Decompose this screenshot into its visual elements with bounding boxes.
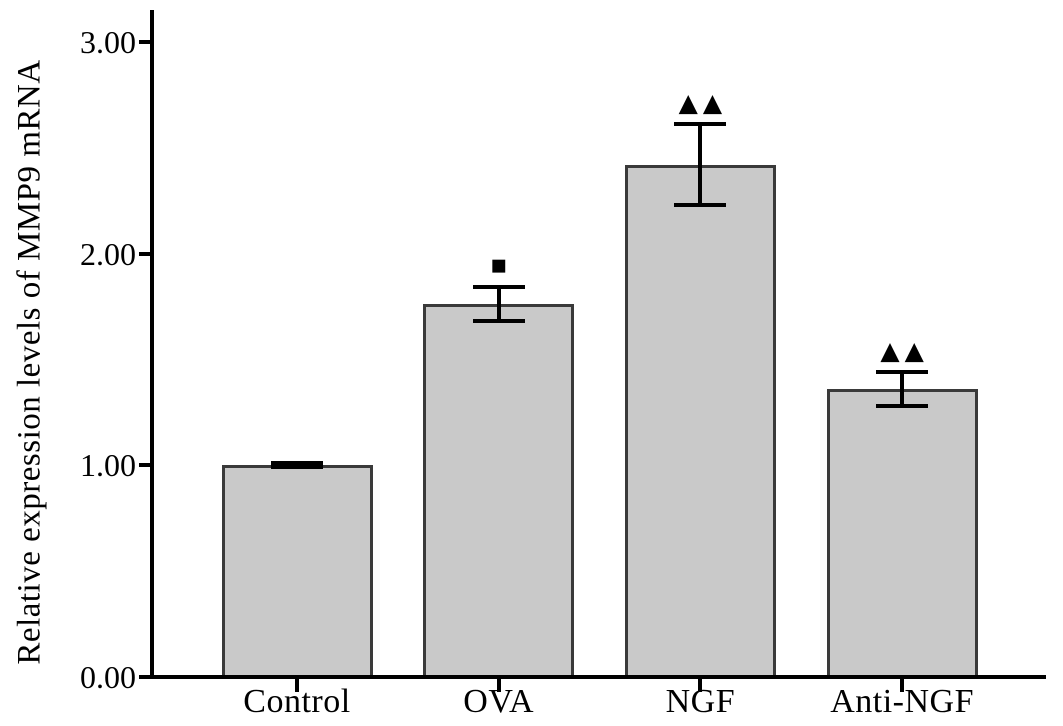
- error-bar-cap-top: [271, 461, 323, 466]
- significance-mark: ▪: [489, 250, 508, 281]
- error-bar-line: [698, 124, 703, 205]
- y-axis-tick: [139, 463, 152, 468]
- y-axis-tick: [139, 675, 152, 679]
- error-bar-cap-bottom: [472, 319, 525, 324]
- bar-ova: [423, 304, 575, 679]
- x-axis-tick: [496, 679, 501, 692]
- x-axis-tick: [698, 679, 703, 692]
- error-bar-line: [496, 287, 501, 322]
- error-bar-cap-bottom: [876, 404, 929, 409]
- x-axis-tick: [295, 679, 299, 692]
- error-bar-cap-bottom: [271, 465, 323, 470]
- y-axis-line: [150, 10, 154, 679]
- significance-mark: ▲▲: [880, 336, 929, 366]
- y-axis-tick-label: 1.00: [80, 447, 136, 484]
- bar-ngf: [624, 164, 776, 679]
- y-axis-tick-label: 2.00: [80, 235, 136, 272]
- y-axis-tick: [139, 251, 152, 256]
- y-axis-title: Relative expression levels of MMP9 mRNA: [11, 59, 48, 665]
- y-axis-tick: [139, 39, 152, 44]
- error-bar-cap-bottom: [674, 202, 727, 207]
- bar-control: [221, 465, 373, 679]
- error-bar-line: [295, 463, 299, 468]
- y-axis-tick-label: 0.00: [80, 659, 136, 695]
- error-bar-line: [900, 372, 905, 406]
- x-axis-line: [148, 675, 1046, 679]
- y-axis-tick-label: 3.00: [80, 23, 136, 60]
- significance-mark: ▲▲: [678, 88, 728, 118]
- bar-anti-ngf: [826, 389, 978, 679]
- error-bar-cap-top: [674, 122, 727, 127]
- error-bar-cap-top: [876, 370, 929, 375]
- x-axis-tick: [900, 679, 905, 692]
- error-bar-cap-top: [472, 285, 525, 290]
